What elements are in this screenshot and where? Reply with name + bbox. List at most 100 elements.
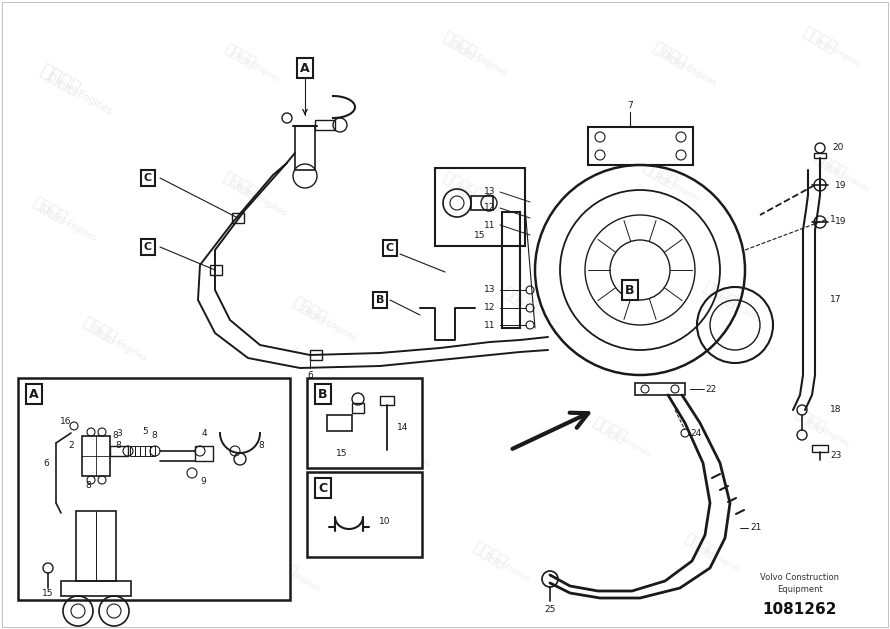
Bar [635,383,685,395]
Bar [352,403,364,413]
Text: 紫发动力: 紫发动力 [651,40,690,70]
Text: 15: 15 [42,589,53,598]
Text: Diesel-Engines: Diesel-Engines [384,437,431,468]
Text: 紫发动力: 紫发动力 [441,169,480,201]
Text: Equipment: Equipment [777,586,823,594]
Text: Diesel-Engines: Diesel-Engines [483,552,530,583]
Text: C: C [319,482,328,494]
Bar [307,378,422,468]
Text: Diesel-Engines: Diesel-Engines [659,49,717,88]
Bar [502,212,520,328]
Text: 12: 12 [483,204,495,213]
Text: Volvo Construction: Volvo Construction [760,574,839,582]
Text: C: C [144,242,152,252]
Bar [18,378,290,600]
Bar [130,446,135,456]
Text: 21: 21 [750,523,761,533]
Bar [150,446,155,456]
Text: 17: 17 [830,296,842,304]
Text: 25: 25 [545,604,555,613]
Bar [140,446,145,456]
Text: Diesel-Engines: Diesel-Engines [299,304,357,343]
Text: Diesel-Engines: Diesel-Engines [603,427,651,458]
Text: B: B [319,387,328,401]
Text: 紫发动力: 紫发动力 [141,435,180,465]
Text: 12: 12 [483,304,495,313]
Text: Diesel-Engines: Diesel-Engines [713,292,761,323]
Text: 13: 13 [483,286,495,294]
Text: 紫发动力: 紫发动力 [30,194,69,226]
Text: 24: 24 [690,428,701,438]
Text: 紫发动力: 紫发动力 [471,540,510,571]
Bar [76,511,116,581]
Text: 紫发动力: 紫发动力 [370,425,409,455]
Text: 紫发动力: 紫发动力 [441,30,480,60]
Bar [307,472,422,557]
Text: B: B [626,284,635,296]
Text: 紫发动力: 紫发动力 [792,406,828,435]
Text: C: C [386,243,394,253]
Bar [82,436,110,476]
Text: 23: 23 [830,450,841,460]
Text: 8: 8 [112,430,117,440]
Text: Diesel-Engines: Diesel-Engines [514,298,561,328]
Text: 1081262: 1081262 [763,603,837,618]
Bar [195,446,213,461]
Text: 20: 20 [832,143,844,152]
Text: 11: 11 [483,221,495,230]
Text: 紫发动力: 紫发动力 [590,415,629,445]
Text: 7: 7 [627,101,633,109]
Text: 6: 6 [43,459,49,467]
Text: 18: 18 [830,406,842,415]
Text: 紫发动力: 紫发动力 [682,531,718,559]
Text: 紫发动力: 紫发动力 [800,25,839,55]
Bar [210,265,222,275]
Text: 紫发动力: 紫发动力 [221,169,260,201]
Text: 紫发动力: 紫发动力 [80,314,119,345]
Text: 10: 10 [379,518,391,526]
Text: 15: 15 [336,448,348,457]
Bar [327,415,352,431]
Bar [315,120,335,130]
Text: A: A [29,387,39,401]
Text: 1: 1 [830,216,836,225]
Text: 2: 2 [69,442,74,450]
Text: Diesel-Engines: Diesel-Engines [692,542,740,572]
Bar [61,581,131,596]
Text: 9: 9 [200,477,206,486]
Bar [110,446,128,456]
Bar [295,126,315,170]
Text: Diesel-Engines: Diesel-Engines [822,162,870,192]
Text: Diesel-Engines: Diesel-Engines [149,444,207,483]
Text: Diesel-Engines: Diesel-Engines [449,39,507,78]
Bar [145,446,150,456]
Text: 紫发动力: 紫发动力 [290,294,329,326]
Bar [814,153,826,158]
Text: Diesel-Engines: Diesel-Engines [46,72,114,118]
Text: 8: 8 [115,442,121,450]
Text: 4: 4 [201,428,206,438]
Bar [588,127,693,165]
Text: 19: 19 [835,218,846,226]
Text: 16: 16 [61,416,72,425]
Text: A: A [300,62,310,74]
Text: 11: 11 [483,321,495,330]
Text: Diesel-Engines: Diesel-Engines [232,52,279,82]
Text: Diesel-Engines: Diesel-Engines [802,416,850,447]
Bar [380,396,394,405]
Text: 19: 19 [835,181,846,189]
Text: C: C [144,173,152,183]
Text: Diesel-Engines: Diesel-Engines [813,37,861,68]
Text: Diesel-Engines: Diesel-Engines [653,172,700,203]
Text: Diesel-Engines: Diesel-Engines [273,562,320,593]
Bar [310,350,322,360]
Text: Diesel-Engines: Diesel-Engines [38,204,97,243]
Text: 3: 3 [116,428,122,438]
Text: 紫发动力: 紫发动力 [641,159,680,191]
Text: 紫发动力: 紫发动力 [700,279,740,311]
Text: 8: 8 [85,482,91,491]
Text: Diesel-Engines: Diesel-Engines [453,182,501,213]
Text: 紫发动力: 紫发动力 [36,62,83,99]
Text: 6: 6 [307,370,313,379]
Text: 紫发动力: 紫发动力 [222,40,258,69]
